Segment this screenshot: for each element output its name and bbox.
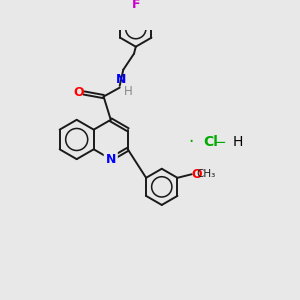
Text: CH₃: CH₃ — [196, 169, 216, 179]
Text: O: O — [191, 168, 202, 181]
Text: N: N — [116, 73, 126, 86]
Text: F: F — [131, 0, 140, 11]
Text: Cl: Cl — [204, 135, 218, 149]
Text: ·: · — [188, 133, 194, 151]
Text: −: − — [213, 135, 226, 150]
Text: H: H — [232, 135, 243, 149]
Text: H: H — [124, 85, 133, 98]
Text: O: O — [73, 86, 84, 100]
Text: N: N — [106, 153, 116, 166]
